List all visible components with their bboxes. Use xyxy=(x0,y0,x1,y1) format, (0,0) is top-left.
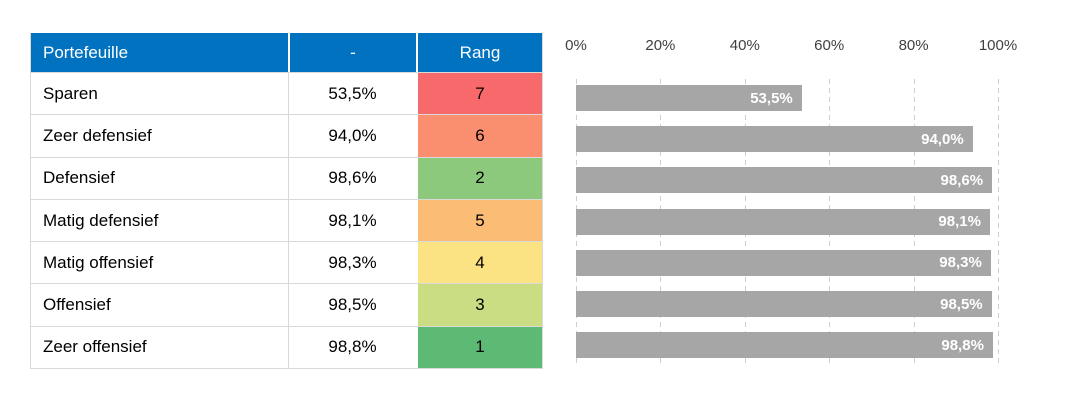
value-cell: 98,3% xyxy=(288,242,416,284)
x-axis-tick-label: 100% xyxy=(978,37,1018,54)
table-row[interactable]: Matig offensief 98,3% 4 xyxy=(31,241,542,284)
table-row[interactable]: Zeer defensief 94,0% 6 xyxy=(31,114,542,157)
bar-value-label: 94,0% xyxy=(921,130,964,148)
rank-cell: 1 xyxy=(416,326,542,369)
bar-value-label: 98,8% xyxy=(941,336,984,354)
value-cell: 53,5% xyxy=(288,73,416,115)
rank-cell: 6 xyxy=(416,115,542,157)
value-cell: 98,8% xyxy=(288,326,416,369)
rank-cell: 5 xyxy=(416,199,542,242)
x-axis-tick-label: 0% xyxy=(565,37,587,54)
column-header-rang: Rang xyxy=(416,33,542,72)
rank-cell: 3 xyxy=(416,284,542,326)
table-row[interactable]: Offensief 98,5% 3 xyxy=(31,283,542,326)
x-axis-tick-label: 20% xyxy=(645,37,676,54)
table-row[interactable]: Defensief 98,6% 2 xyxy=(31,156,542,199)
rank-cell: 4 xyxy=(416,242,542,284)
portfolio-name-cell: Offensief xyxy=(43,295,111,315)
portfolio-name-cell: Defensief xyxy=(43,168,115,188)
bar-value-label: 98,5% xyxy=(940,295,983,313)
value-cell: 98,1% xyxy=(288,199,416,242)
x-axis-tick-label: 40% xyxy=(729,37,760,54)
bar[interactable]: 98,1% xyxy=(576,208,990,235)
x-axis-tick-label: 60% xyxy=(814,37,845,54)
column-header-value: - xyxy=(288,33,416,72)
bar[interactable]: 98,5% xyxy=(576,291,992,317)
rank-cell: 7 xyxy=(416,73,542,115)
portfolio-name-cell: Sparen xyxy=(43,83,98,103)
bar-value-label: 98,3% xyxy=(939,254,982,272)
bar-value-label: 98,6% xyxy=(940,171,984,189)
table-row[interactable]: Zeer offensief 98,8% 1 xyxy=(31,325,542,369)
bar[interactable]: 98,6% xyxy=(576,167,993,194)
gridline xyxy=(998,79,999,364)
rank-cell: 2 xyxy=(416,157,542,199)
bar[interactable]: 98,8% xyxy=(576,332,993,359)
column-header-portefeuille: Portefeuille xyxy=(43,42,129,62)
table-body: Sparen 53,5% 7 Zeer defensief 94,0% 6 Defensie… xyxy=(31,72,542,369)
coverage-bar-chart: 0% 20% 40% 60% 80% 100% 53,5% 94,0% 98,6% 98,1% 9… xyxy=(556,33,1089,383)
bar-value-label: 98,1% xyxy=(938,213,981,231)
value-cell: 98,5% xyxy=(288,284,416,326)
value-cell: 98,6% xyxy=(288,157,416,199)
x-axis-tick-label: 80% xyxy=(898,37,929,54)
table-row[interactable]: Matig defensief 98,1% 5 xyxy=(31,198,542,242)
value-cell: 94,0% xyxy=(288,115,416,157)
bar[interactable]: 98,3% xyxy=(576,249,991,276)
bar[interactable]: 94,0% xyxy=(576,126,973,153)
table-row[interactable]: Sparen 53,5% 7 xyxy=(31,72,542,115)
portfolio-table: Portefeuille - Rang Sparen 53,5% 7 Zeer def… xyxy=(30,33,543,370)
portfolio-name-cell: Zeer defensief xyxy=(43,125,152,145)
table-header-row: Portefeuille - Rang xyxy=(31,33,542,72)
portfolio-name-cell: Matig defensief xyxy=(43,210,159,230)
portfolio-name-cell: Zeer offensief xyxy=(43,337,147,357)
bar-value-label: 53,5% xyxy=(750,89,793,107)
bar[interactable]: 53,5% xyxy=(576,85,802,111)
portfolio-name-cell: Matig offensief xyxy=(43,252,154,272)
